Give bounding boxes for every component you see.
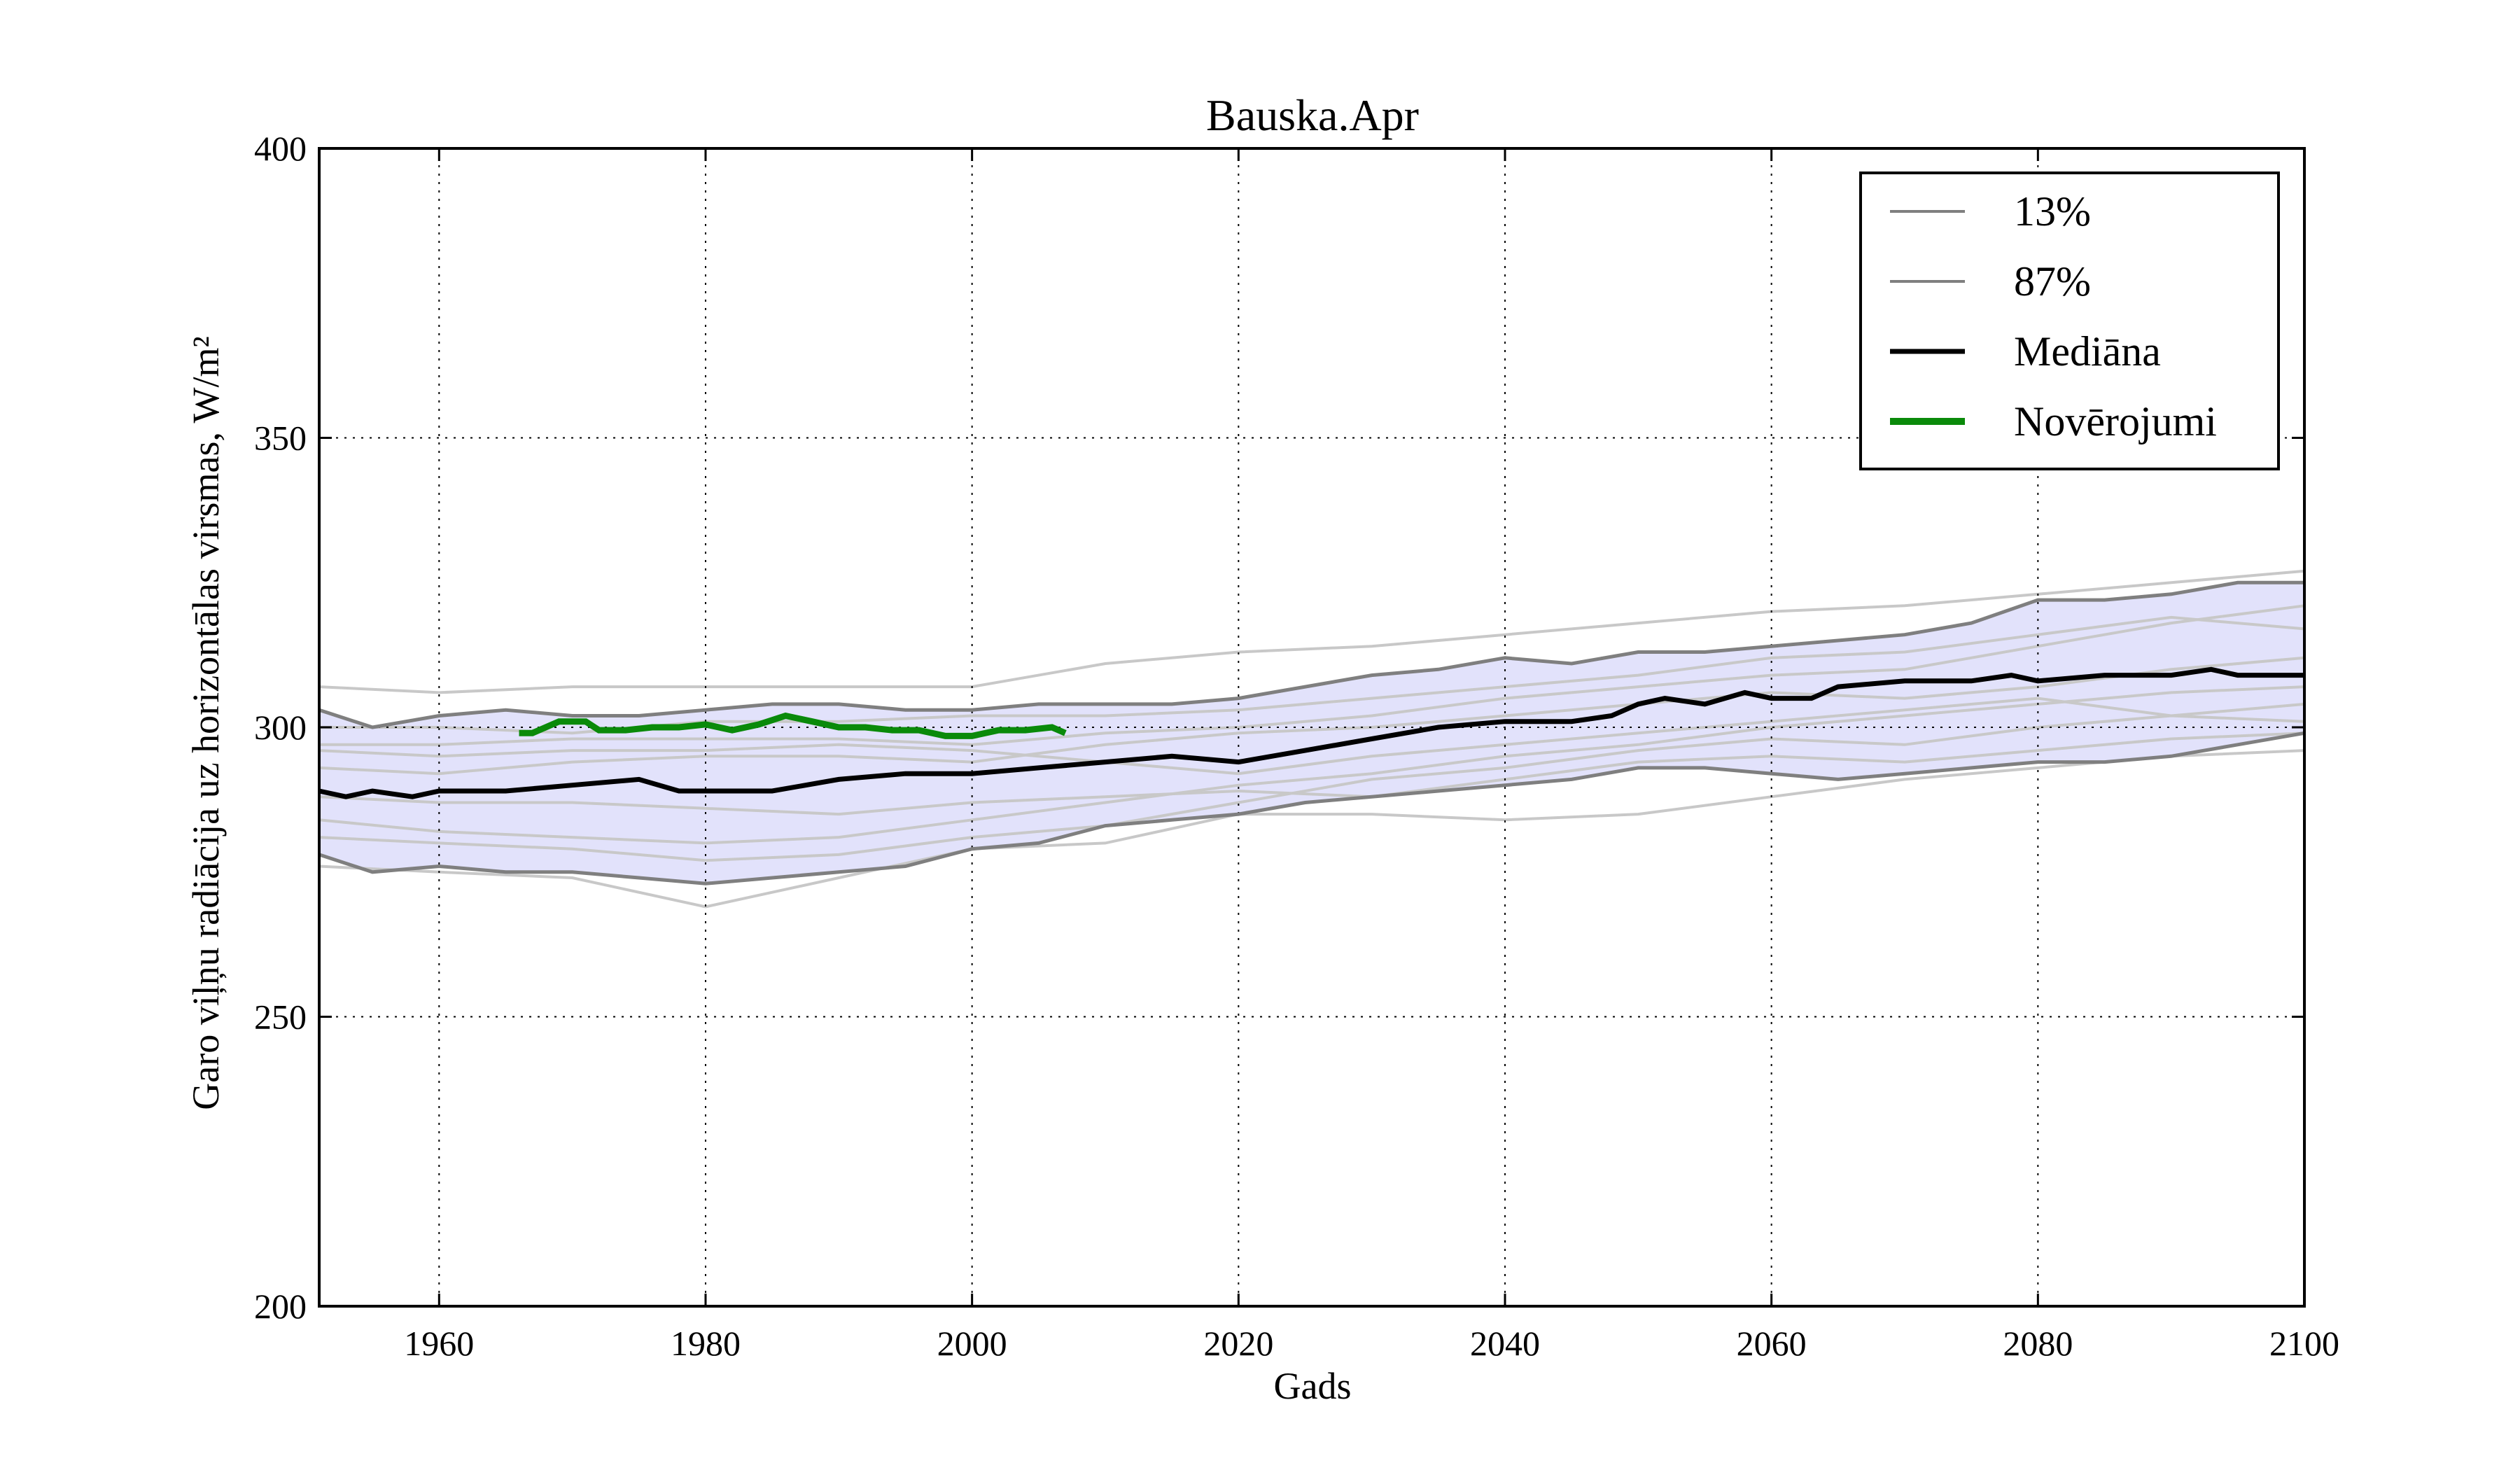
y-tick-label-250: 250 [254, 997, 307, 1037]
ensemble-line-3 [319, 604, 2305, 746]
x-tick-label-1960: 1960 [404, 1324, 474, 1363]
ensemble-line-6 [318, 696, 2305, 776]
plot-area [318, 148, 2305, 1307]
y-axis-label: Garo viļņu radiācija uz horizontālas vir… [185, 336, 227, 1110]
ensemble-line-5 [318, 656, 2305, 776]
x-tick-label-1980: 1980 [671, 1324, 741, 1363]
x-tick-label-2100: 2100 [2269, 1324, 2339, 1363]
x-tick-label-2080: 2080 [2003, 1324, 2073, 1363]
y-tick-label-200: 200 [254, 1287, 307, 1326]
ensemble-line-1 [318, 569, 2305, 694]
legend-label-87: 87% [2014, 258, 2091, 304]
x-axis-label: Gads [1274, 1365, 1352, 1407]
y-tick-label-300: 300 [254, 708, 307, 747]
ensemble-line-9 [318, 732, 2305, 816]
legend-label-median: Mediāna [2014, 328, 2161, 374]
series-line-observations [519, 712, 1067, 739]
y-tick-label-400: 400 [254, 129, 307, 168]
ensemble-line-4 [318, 685, 2305, 845]
y-tick-label-350: 350 [254, 419, 307, 458]
percentile-band [319, 582, 2304, 884]
legend-label-observations: Novērojumi [2014, 398, 2217, 444]
series-line-median [318, 666, 2304, 799]
x-tick-label-2040: 2040 [1470, 1324, 1540, 1363]
x-tick-label-2020: 2020 [1203, 1324, 1273, 1363]
legend-label-13: 13% [2014, 188, 2091, 234]
series-line-13 [318, 731, 2305, 886]
axes: 1960 1980 2000 2020 2040 2060 2080 2100 200 250 30… [254, 129, 2339, 1363]
ensemble-line-7 [318, 714, 2305, 862]
ensemble-line-2 [318, 749, 2305, 909]
legend: 13% 87% Mediāna Novērojumi [1859, 172, 2280, 470]
x-tick-label-2060: 2060 [1737, 1324, 1807, 1363]
series-line-87 [318, 580, 2304, 729]
chart-title: Bauska.Apr [1206, 90, 1419, 140]
x-tick-label-2000: 2000 [937, 1324, 1007, 1363]
